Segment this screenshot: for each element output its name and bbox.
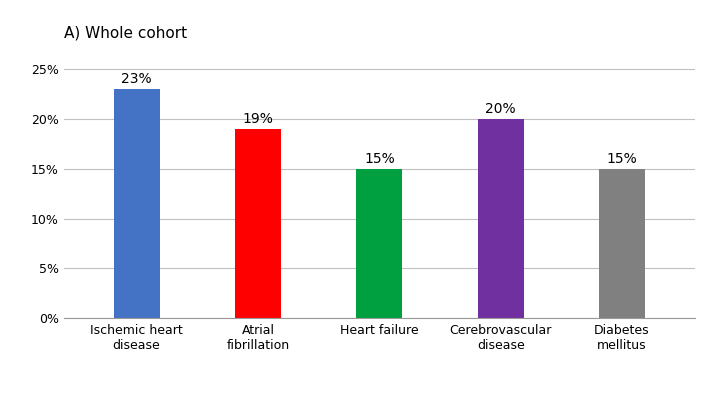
Text: A) Whole cohort: A) Whole cohort	[64, 26, 187, 41]
Text: 20%: 20%	[486, 102, 516, 116]
Bar	[478, 119, 524, 318]
Bar	[113, 89, 160, 318]
Bar	[235, 129, 281, 318]
Text: 15%: 15%	[607, 152, 637, 166]
Bar	[356, 169, 403, 318]
Text: 19%: 19%	[242, 112, 274, 126]
Text: 23%: 23%	[121, 72, 152, 86]
Text: 15%: 15%	[364, 152, 395, 166]
Bar	[599, 169, 645, 318]
